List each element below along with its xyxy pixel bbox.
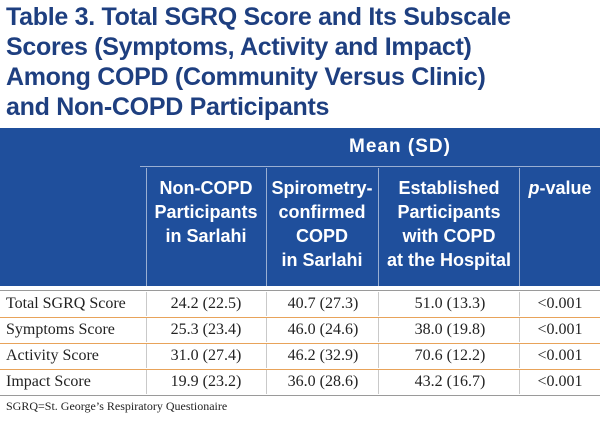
column-header-line: Non-COPD — [159, 178, 253, 198]
cell-divider — [146, 292, 147, 316]
cell-hospital-copd: 38.0 (19.8) — [414, 321, 486, 338]
header-divider — [378, 168, 379, 286]
header-bottom-rule — [0, 290, 600, 291]
cell-divider — [266, 318, 267, 342]
title-line: Scores (Symptoms, Activity and Impact) — [6, 33, 472, 61]
cell-divider — [519, 292, 520, 316]
table-row: Symptoms Score 25.3 (23.4) 46.0 (24.6) 3… — [0, 318, 600, 342]
column-header-non-copd: Non-COPD Participants in Sarlahi — [146, 176, 266, 248]
column-header-line: at the Hospital — [386, 250, 511, 270]
cell-sarlahi-copd: 46.0 (24.6) — [287, 321, 359, 338]
cell-divider — [378, 370, 379, 394]
table-title: Table 3. Total SGRQ Score and Its Subsca… — [6, 2, 596, 122]
cell-sarlahi-copd: 36.0 (28.6) — [287, 373, 359, 390]
row-separator — [0, 369, 600, 370]
row-label: Symptoms Score — [6, 321, 115, 338]
cell-p-value: <0.001 — [537, 295, 583, 312]
cell-hospital-copd: 51.0 (13.3) — [414, 295, 486, 312]
header-divider — [146, 168, 147, 286]
column-header-sarlahi-copd: Spirometry- confirmed COPD in Sarlahi — [262, 176, 382, 272]
table-row: Activity Score 31.0 (27.4) 46.2 (32.9) 7… — [0, 344, 600, 368]
header-divider — [266, 168, 267, 286]
title-line: and Non-COPD Participants — [6, 93, 330, 121]
column-header-line: Established — [398, 178, 500, 198]
row-label: Activity Score — [6, 347, 99, 364]
cell-divider — [266, 344, 267, 368]
cell-divider — [519, 370, 520, 394]
p-value-suffix: -value — [539, 178, 592, 198]
cell-divider — [146, 370, 147, 394]
mean-sd-group-label: Mean (SD) — [349, 136, 451, 157]
row-separator — [0, 317, 600, 318]
row-separator — [0, 343, 600, 344]
column-header-line: Participants — [397, 202, 501, 222]
cell-divider — [519, 318, 520, 342]
cell-divider — [378, 344, 379, 368]
cell-hospital-copd: 43.2 (16.7) — [414, 373, 486, 390]
row-label: Impact Score — [6, 373, 91, 390]
table-header: Mean (SD) Non-COPD Participants in Sarla… — [0, 128, 600, 286]
cell-divider — [378, 292, 379, 316]
cell-p-value: <0.001 — [537, 373, 583, 390]
cell-p-value: <0.001 — [537, 347, 583, 364]
column-header-line: in Sarlahi — [281, 250, 363, 270]
cell-divider — [378, 318, 379, 342]
cell-hospital-copd: 70.6 (12.2) — [414, 347, 486, 364]
cell-non-copd: 19.9 (23.2) — [170, 373, 242, 390]
cell-divider — [266, 370, 267, 394]
header-divider — [519, 168, 520, 286]
cell-non-copd: 24.2 (22.5) — [170, 295, 242, 312]
cell-non-copd: 31.0 (27.4) — [170, 347, 242, 364]
cell-p-value: <0.001 — [537, 321, 583, 338]
cell-divider — [146, 344, 147, 368]
column-header-hospital-copd: Established Participants with COPD at th… — [379, 176, 519, 272]
column-header-line: Spirometry- — [271, 178, 373, 198]
row-label: Total SGRQ Score — [6, 295, 126, 312]
column-header-line: COPD — [295, 226, 348, 246]
column-header-line: confirmed — [278, 202, 366, 222]
p-italic: p — [528, 178, 540, 198]
cell-sarlahi-copd: 46.2 (32.9) — [287, 347, 359, 364]
table-row: Total SGRQ Score 24.2 (22.5) 40.7 (27.3)… — [0, 292, 600, 316]
cell-non-copd: 25.3 (23.4) — [170, 321, 242, 338]
table-footnote: SGRQ=St. George’s Respiratory Questionai… — [6, 399, 228, 413]
table-bottom-rule — [0, 395, 600, 396]
cell-sarlahi-copd: 40.7 (27.3) — [287, 295, 359, 312]
cell-divider — [146, 318, 147, 342]
cell-divider — [266, 292, 267, 316]
column-header-line: in Sarlahi — [165, 226, 247, 246]
column-header-line: with COPD — [402, 226, 496, 246]
p-value-label: p-value — [520, 176, 600, 200]
title-line: Table 3. Total SGRQ Score and Its Subsca… — [6, 3, 511, 31]
header-rule — [140, 166, 600, 167]
column-header-line: Participants — [154, 202, 258, 222]
cell-divider — [519, 344, 520, 368]
table-row: Impact Score 19.9 (23.2) 36.0 (28.6) 43.… — [0, 370, 600, 394]
column-header-p-value: p-value — [520, 176, 600, 200]
title-line: Among COPD (Community Versus Clinic) — [6, 63, 486, 91]
